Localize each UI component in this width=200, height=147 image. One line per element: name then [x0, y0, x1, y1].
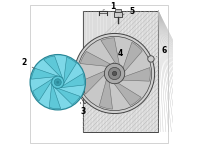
Circle shape: [73, 85, 84, 97]
Polygon shape: [33, 78, 53, 101]
Polygon shape: [31, 68, 58, 79]
Text: 1: 1: [103, 2, 115, 11]
Text: 2: 2: [22, 58, 34, 68]
Text: 3: 3: [80, 102, 86, 116]
Circle shape: [52, 76, 64, 88]
Circle shape: [30, 55, 85, 110]
Polygon shape: [49, 84, 61, 109]
Polygon shape: [112, 80, 141, 106]
Polygon shape: [122, 42, 142, 75]
Circle shape: [108, 67, 121, 80]
Polygon shape: [64, 57, 76, 83]
Circle shape: [75, 34, 155, 113]
Circle shape: [148, 56, 154, 62]
Polygon shape: [80, 69, 109, 94]
Circle shape: [76, 88, 82, 94]
Polygon shape: [80, 51, 114, 67]
Circle shape: [104, 63, 125, 84]
Text: 4: 4: [113, 49, 123, 63]
Polygon shape: [99, 75, 113, 109]
Polygon shape: [118, 68, 150, 81]
Bar: [114, 12, 122, 17]
Polygon shape: [60, 74, 84, 88]
Text: 5: 5: [123, 7, 135, 16]
Circle shape: [77, 36, 152, 111]
Circle shape: [54, 79, 61, 86]
Text: 6: 6: [156, 46, 167, 56]
Bar: [115, 9, 121, 12]
Circle shape: [57, 81, 59, 83]
Polygon shape: [44, 56, 63, 78]
Polygon shape: [83, 11, 158, 132]
Circle shape: [112, 71, 117, 76]
Polygon shape: [55, 88, 80, 105]
Polygon shape: [101, 38, 120, 69]
